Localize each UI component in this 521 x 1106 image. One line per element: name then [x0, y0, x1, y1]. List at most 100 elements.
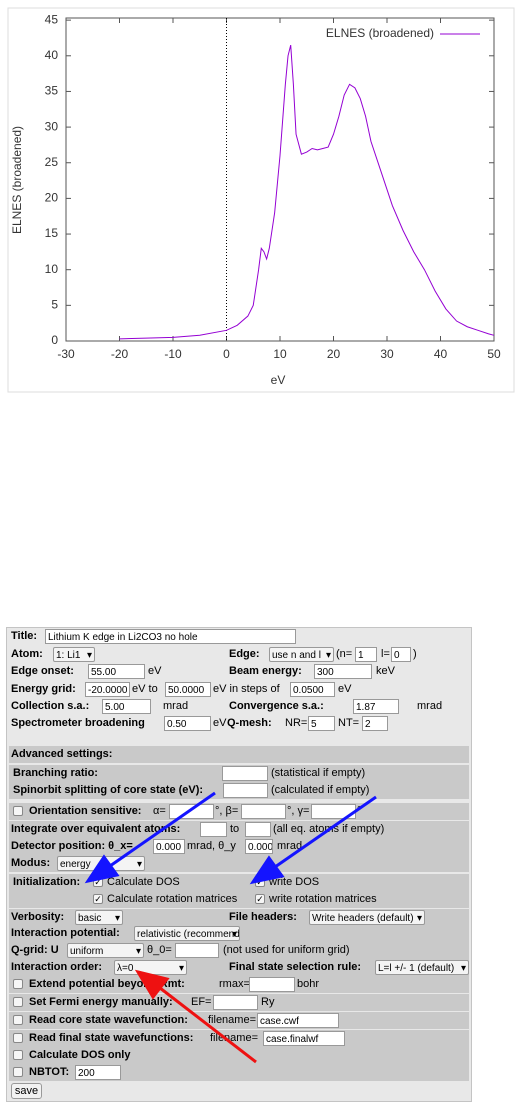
y-tick-label: 0: [51, 333, 58, 347]
label: Modus:: [11, 857, 51, 869]
x-axis-label: eV: [271, 373, 286, 387]
dropdown[interactable]: λ=0: [114, 960, 187, 975]
y-tick-label: 30: [45, 119, 59, 133]
text-input[interactable]: 300: [314, 664, 372, 679]
plot-frame: [65, 17, 495, 342]
dropdown[interactable]: energy: [57, 856, 145, 871]
checkbox[interactable]: ✓: [255, 894, 265, 904]
text-input[interactable]: case.cwf: [257, 1013, 339, 1028]
text: rmax=: [219, 978, 250, 990]
text-input[interactable]: [213, 995, 258, 1010]
text-input[interactable]: [222, 766, 268, 781]
text-input[interactable]: [200, 822, 227, 837]
label: Q-grid: U: [11, 944, 59, 956]
label: Set Fermi energy manually:: [29, 996, 173, 1008]
text: write rotation matrices: [269, 893, 377, 905]
row-band: [9, 891, 469, 908]
label: File headers:: [229, 911, 297, 923]
checkbox[interactable]: [13, 979, 23, 989]
text-input[interactable]: [175, 943, 219, 958]
text: (statistical if empty): [271, 767, 366, 779]
text: NT=: [338, 717, 360, 729]
text: to: [230, 823, 240, 835]
text-input[interactable]: 2: [362, 716, 388, 731]
text: eV to: [132, 683, 158, 695]
label: Integrate over equivalent atoms:: [11, 823, 181, 835]
label: Interaction order:: [11, 961, 103, 973]
row-band: [9, 874, 469, 891]
button[interactable]: save: [11, 1083, 42, 1099]
text-input[interactable]: 1.87: [353, 699, 399, 714]
text: mrad, θ_y: [187, 840, 236, 852]
dropdown[interactable]: uniform: [67, 943, 144, 958]
text-input[interactable]: Lithium K edge in Li2CO3 no hole: [45, 629, 296, 644]
text-input[interactable]: [223, 783, 268, 798]
text-input[interactable]: 200: [75, 1065, 121, 1080]
label: Verbosity:: [11, 911, 65, 923]
y-tick-label: 20: [45, 191, 59, 205]
label: Convergence s.a.:: [229, 700, 324, 712]
y-tick-label: 40: [45, 48, 59, 62]
text-input[interactable]: 0.50: [164, 716, 211, 731]
checkbox[interactable]: ✓: [255, 877, 265, 887]
text-input[interactable]: 0.000: [153, 839, 185, 854]
text: eV in steps of: [213, 683, 280, 695]
checkbox[interactable]: [13, 997, 23, 1007]
text-input[interactable]: 55.00: [88, 664, 145, 679]
label: Interaction potential:: [11, 927, 120, 939]
label: Q-mesh:: [227, 717, 272, 729]
checkbox[interactable]: [13, 1033, 23, 1043]
dropdown[interactable]: 1: Li1: [53, 647, 95, 662]
text-input[interactable]: 0.0500: [290, 682, 335, 697]
text-input[interactable]: [241, 804, 286, 819]
checkbox[interactable]: [13, 1015, 23, 1025]
label: Edge:: [229, 648, 260, 660]
text-input[interactable]: [245, 822, 271, 837]
text-input[interactable]: 5.00: [102, 699, 151, 714]
text-input[interactable]: [249, 977, 295, 992]
y-tick-label: 25: [45, 155, 59, 169]
text-input[interactable]: 50.0000: [165, 682, 211, 697]
checkbox[interactable]: ✓: [93, 894, 103, 904]
x-tick-label: 10: [273, 347, 287, 361]
x-tick-label: -10: [164, 347, 182, 361]
dropdown[interactable]: use n and l: [269, 647, 334, 662]
label: Spectrometer broadening: [11, 717, 145, 729]
text-input[interactable]: [311, 804, 356, 819]
y-tick-label: 45: [45, 12, 59, 26]
text-input[interactable]: -20.0000: [85, 682, 130, 697]
checkbox[interactable]: ✓: [93, 877, 103, 887]
text-input[interactable]: 0.000: [245, 839, 273, 854]
dropdown[interactable]: relativistic (recommended): [134, 926, 240, 941]
text-input[interactable]: 1: [355, 647, 377, 662]
label: Detector position: θ_x=: [11, 840, 133, 852]
label: Advanced settings:: [11, 748, 113, 760]
checkbox[interactable]: [13, 806, 23, 816]
checkbox[interactable]: [13, 1050, 23, 1060]
dropdown[interactable]: L=l +/- 1 (default): [375, 960, 469, 975]
label: Orientation sensitive:: [29, 805, 142, 817]
dropdown[interactable]: Write headers (default): [309, 910, 425, 925]
text-input[interactable]: [169, 804, 214, 819]
text: l=: [381, 648, 390, 660]
text: α=: [153, 805, 166, 817]
label: Branching ratio:: [13, 767, 98, 779]
x-tick-label: 30: [380, 347, 394, 361]
text: (calculated if empty): [271, 784, 370, 796]
text-input[interactable]: 0: [391, 647, 411, 662]
text: Calculate DOS: [107, 876, 180, 888]
checkbox[interactable]: [13, 1067, 23, 1077]
x-tick-label: -20: [111, 347, 129, 361]
dropdown[interactable]: basic: [75, 910, 123, 925]
label: Initialization:: [13, 876, 81, 888]
text: bohr: [297, 978, 320, 990]
text: filename=: [208, 1014, 257, 1026]
row-band: [9, 976, 469, 993]
x-tick-label: 20: [327, 347, 341, 361]
text: Calculate rotation matrices: [107, 893, 238, 905]
text-input[interactable]: 5: [308, 716, 335, 731]
label: Edge onset:: [11, 665, 74, 677]
text: Ry: [261, 996, 275, 1008]
text-input[interactable]: case.finalwf: [263, 1031, 345, 1046]
form: Title: Lithium K edge in Li2CO3 no hole At…: [6, 627, 472, 1102]
